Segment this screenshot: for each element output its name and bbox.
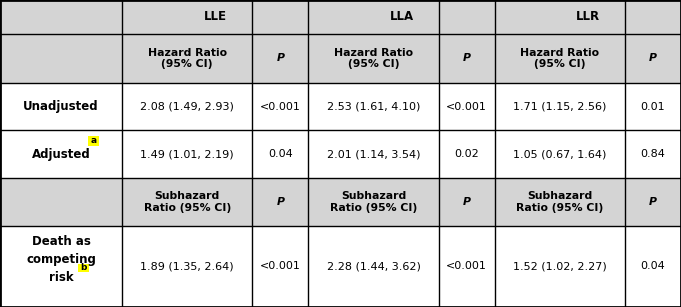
Bar bbox=[0, 34, 681, 83]
Text: 2.01 (1.14, 3.54): 2.01 (1.14, 3.54) bbox=[327, 149, 420, 159]
Text: Death as
competing
risk: Death as competing risk bbox=[26, 235, 96, 284]
Text: 0.04: 0.04 bbox=[268, 149, 293, 159]
Bar bbox=[78, 264, 89, 272]
Text: 2.08 (1.49, 2.93): 2.08 (1.49, 2.93) bbox=[140, 102, 234, 112]
Text: P: P bbox=[462, 197, 471, 207]
Text: 0.04: 0.04 bbox=[641, 261, 665, 271]
Text: 0.02: 0.02 bbox=[454, 149, 479, 159]
Text: P: P bbox=[649, 197, 657, 207]
Text: LLR: LLR bbox=[575, 10, 600, 23]
Text: LLE: LLE bbox=[204, 10, 227, 23]
Text: 1.05 (0.67, 1.64): 1.05 (0.67, 1.64) bbox=[513, 149, 607, 159]
Text: Adjusted: Adjusted bbox=[31, 148, 91, 161]
Text: LLA: LLA bbox=[390, 10, 413, 23]
Text: 0.01: 0.01 bbox=[641, 102, 665, 112]
Text: P: P bbox=[462, 53, 471, 63]
Text: Subhazard
Ratio (95% CI): Subhazard Ratio (95% CI) bbox=[330, 191, 417, 213]
Text: 0.84: 0.84 bbox=[641, 149, 665, 159]
Text: <0.001: <0.001 bbox=[260, 102, 301, 112]
Text: Subhazard
Ratio (95% CI): Subhazard Ratio (95% CI) bbox=[144, 191, 231, 213]
Bar bbox=[0, 178, 681, 226]
Text: 2.53 (1.61, 4.10): 2.53 (1.61, 4.10) bbox=[327, 102, 420, 112]
Text: Hazard Ratio
(95% CI): Hazard Ratio (95% CI) bbox=[148, 48, 227, 69]
Text: 1.49 (1.01, 2.19): 1.49 (1.01, 2.19) bbox=[140, 149, 234, 159]
Text: <0.001: <0.001 bbox=[260, 261, 301, 271]
Text: <0.001: <0.001 bbox=[446, 102, 487, 112]
Text: b: b bbox=[80, 263, 86, 272]
Text: 2.28 (1.44, 3.62): 2.28 (1.44, 3.62) bbox=[327, 261, 420, 271]
Text: Hazard Ratio
(95% CI): Hazard Ratio (95% CI) bbox=[520, 48, 599, 69]
Text: Hazard Ratio
(95% CI): Hazard Ratio (95% CI) bbox=[334, 48, 413, 69]
Text: P: P bbox=[649, 53, 657, 63]
Text: a: a bbox=[91, 136, 97, 146]
Bar bbox=[0, 0, 681, 34]
Text: 1.71 (1.15, 2.56): 1.71 (1.15, 2.56) bbox=[513, 102, 607, 112]
Text: P: P bbox=[276, 197, 284, 207]
Text: Unadjusted: Unadjusted bbox=[23, 100, 99, 113]
Text: 1.89 (1.35, 2.64): 1.89 (1.35, 2.64) bbox=[140, 261, 234, 271]
Text: P: P bbox=[276, 53, 284, 63]
Text: Subhazard
Ratio (95% CI): Subhazard Ratio (95% CI) bbox=[516, 191, 603, 213]
Text: <0.001: <0.001 bbox=[446, 261, 487, 271]
Bar bbox=[89, 136, 99, 146]
Text: 1.52 (1.02, 2.27): 1.52 (1.02, 2.27) bbox=[513, 261, 607, 271]
